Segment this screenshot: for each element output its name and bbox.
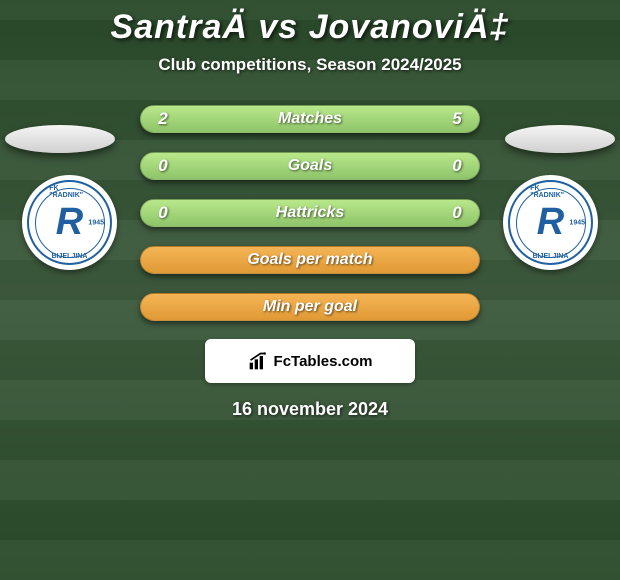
logo-top-text: FK "RADNIK" bbox=[530, 185, 571, 199]
stat-left-value: 2 bbox=[155, 109, 171, 129]
stat-label: Matches bbox=[278, 110, 342, 128]
stat-left-value: 0 bbox=[155, 203, 171, 223]
stat-label: Min per goal bbox=[263, 298, 357, 316]
club-logo-right: FK "RADNIK" R 1945 BIJELJINA bbox=[503, 175, 598, 270]
stat-row-goals-per-match: Goals per match bbox=[140, 246, 480, 274]
attribution-badge: FcTables.com bbox=[205, 339, 415, 383]
season-subtitle: Club competitions, Season 2024/2025 bbox=[158, 55, 461, 75]
stat-label: Goals bbox=[288, 157, 332, 175]
logo-year: 1945 bbox=[569, 219, 585, 226]
comparison-title: SantraÄ vs JovanoviÄ‡ bbox=[111, 8, 510, 47]
club-logo-left: FK "RADNIK" R 1945 BIJELJINA bbox=[22, 175, 117, 270]
logo-bottom-text: BIJELJINA bbox=[533, 253, 569, 260]
logo-letter: R bbox=[56, 201, 83, 244]
player-platform-right bbox=[505, 125, 615, 153]
stat-left-value: 0 bbox=[155, 156, 171, 176]
logo-top-text: FK "RADNIK" bbox=[49, 185, 90, 199]
attribution-text: FcTables.com bbox=[274, 353, 373, 370]
stats-container: 2 Matches 5 0 Goals 0 0 Hattricks 0 Goal… bbox=[140, 105, 480, 321]
chart-icon bbox=[248, 351, 268, 371]
stat-row-hattricks: 0 Hattricks 0 bbox=[140, 199, 480, 227]
logo-bottom-text: BIJELJINA bbox=[52, 253, 88, 260]
player-platform-left bbox=[5, 125, 115, 153]
logo-year: 1945 bbox=[88, 219, 104, 226]
stat-right-value: 0 bbox=[449, 203, 465, 223]
stat-row-goals: 0 Goals 0 bbox=[140, 152, 480, 180]
logo-letter: R bbox=[537, 201, 564, 244]
stat-label: Hattricks bbox=[276, 204, 344, 222]
stat-label: Goals per match bbox=[247, 251, 372, 269]
date-text: 16 november 2024 bbox=[232, 399, 388, 420]
stat-row-matches: 2 Matches 5 bbox=[140, 105, 480, 133]
stat-right-value: 5 bbox=[449, 109, 465, 129]
stat-row-min-per-goal: Min per goal bbox=[140, 293, 480, 321]
stat-right-value: 0 bbox=[449, 156, 465, 176]
